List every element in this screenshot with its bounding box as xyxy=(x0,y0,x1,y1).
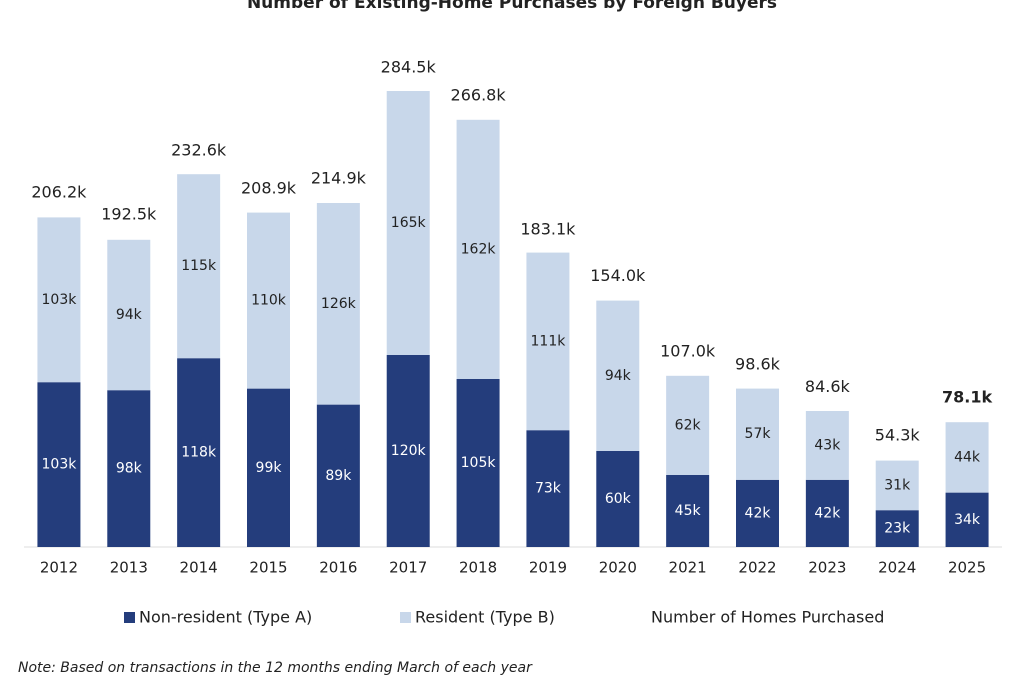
bar-segment xyxy=(526,430,570,547)
x-tick-label: 2015 xyxy=(249,559,287,577)
x-tick-label: 2013 xyxy=(110,559,148,577)
bar-segment xyxy=(736,479,779,547)
total-label: 208.9k xyxy=(241,178,297,197)
bar-segment xyxy=(37,217,81,383)
x-tick-label: 2018 xyxy=(459,559,497,577)
bar-segment xyxy=(456,119,500,380)
total-label: 192.5k xyxy=(101,205,157,224)
x-tick-label: 2025 xyxy=(948,559,986,577)
x-tick-label: 2012 xyxy=(40,559,78,577)
segment-label: 98k xyxy=(116,461,143,477)
segment-label: 126k xyxy=(321,296,357,312)
total-label: 214.9k xyxy=(311,169,367,188)
x-tick-label: 2024 xyxy=(878,559,916,577)
total-label: 206.2k xyxy=(31,183,87,202)
segment-label: 118k xyxy=(181,445,217,461)
chart-title: Number of Existing-Home Purchases by For… xyxy=(247,0,777,13)
bar-segment xyxy=(875,510,919,547)
bar-segment xyxy=(316,404,360,547)
bar-segment xyxy=(107,239,151,391)
segment-label: 111k xyxy=(531,333,567,349)
bar-segment xyxy=(596,451,640,547)
bar-segment xyxy=(666,375,710,475)
bar-segment xyxy=(177,174,221,359)
total-label: 266.8k xyxy=(451,86,507,105)
legend-label: Number of Homes Purchased xyxy=(651,608,884,627)
bar-segment xyxy=(736,388,779,480)
segment-label: 89k xyxy=(325,468,352,484)
legend-label: Resident (Type B) xyxy=(415,608,555,627)
segment-label: 94k xyxy=(605,368,632,384)
segment-label: 103k xyxy=(42,457,78,473)
total-label: 284.5k xyxy=(381,57,437,76)
x-tick-label: 2022 xyxy=(738,559,776,577)
x-tick-label: 2019 xyxy=(529,559,567,577)
note: Note: Based on transactions in the 12 mo… xyxy=(18,660,533,675)
segment-label: 31k xyxy=(884,477,911,493)
legend-swatch xyxy=(400,612,411,623)
bar-segment xyxy=(177,358,221,547)
segment-label: 110k xyxy=(251,293,287,309)
segment-label: 120k xyxy=(391,443,427,459)
segment-label: 57k xyxy=(745,426,772,442)
total-label: 78.1k xyxy=(942,388,992,407)
bar-segment xyxy=(805,479,849,547)
total-label: 183.1k xyxy=(520,220,576,239)
segment-label: 105k xyxy=(461,455,497,471)
segment-label: 115k xyxy=(181,258,217,274)
segment-label: 42k xyxy=(745,505,772,521)
segment-label: 162k xyxy=(461,241,497,257)
x-tick-label: 2014 xyxy=(180,559,218,577)
segment-label: 99k xyxy=(256,460,283,476)
bar-segment xyxy=(316,203,360,405)
segment-label: 60k xyxy=(605,491,632,507)
segment-label: 62k xyxy=(675,417,702,433)
bar-segment xyxy=(526,252,570,431)
segment-label: 165k xyxy=(391,215,427,231)
segment-label: 44k xyxy=(954,449,981,465)
segment-label: 94k xyxy=(116,307,143,323)
total-label: 232.6k xyxy=(171,140,227,159)
x-tick-label: 2021 xyxy=(669,559,707,577)
x-tick-label: 2023 xyxy=(808,559,846,577)
bar-segment xyxy=(805,411,849,480)
bar-segment xyxy=(247,212,290,389)
segment-label: 45k xyxy=(675,503,702,519)
bar-segment xyxy=(875,460,919,511)
x-tick-label: 2017 xyxy=(389,559,427,577)
legend-swatch xyxy=(124,612,135,623)
bar-segment xyxy=(945,422,989,493)
bar-segment xyxy=(247,388,290,547)
total-label: 154.0k xyxy=(590,266,646,285)
total-label: 84.6k xyxy=(805,377,851,396)
bar-segment xyxy=(456,379,500,547)
segment-label: 42k xyxy=(814,505,841,521)
segment-label: 23k xyxy=(884,521,911,537)
x-tick-label: 2016 xyxy=(319,559,357,577)
bar-segment xyxy=(386,355,430,547)
bar-segment xyxy=(37,382,81,547)
total-label: 107.0k xyxy=(660,341,716,360)
segment-label: 73k xyxy=(535,481,562,497)
bar-segment xyxy=(666,475,710,547)
bar-segment xyxy=(596,300,640,451)
total-label: 98.6k xyxy=(735,355,781,374)
bar-segment xyxy=(107,390,151,547)
total-label: 54.3k xyxy=(875,426,921,445)
legend-label: Non-resident (Type A) xyxy=(139,608,312,627)
segment-label: 43k xyxy=(814,437,841,453)
segment-label: 34k xyxy=(954,512,981,528)
x-tick-label: 2020 xyxy=(599,559,637,577)
bar-segment xyxy=(386,91,430,355)
segment-label: 103k xyxy=(42,292,78,308)
bar-segment xyxy=(945,492,989,547)
